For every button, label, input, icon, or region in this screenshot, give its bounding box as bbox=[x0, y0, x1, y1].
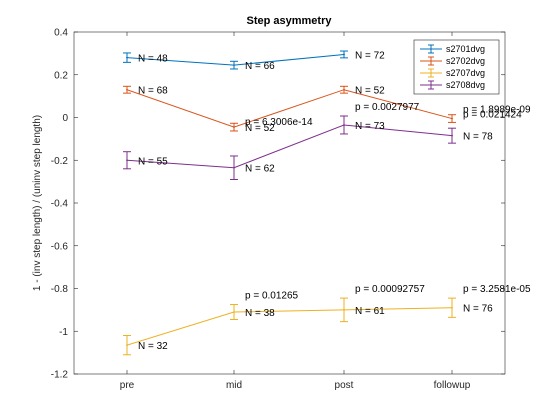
data-point bbox=[233, 64, 235, 67]
data-point bbox=[343, 53, 345, 56]
y-tick-label: -0.4 bbox=[51, 199, 69, 210]
series-s2707dvg bbox=[123, 297, 456, 356]
data-point bbox=[126, 159, 128, 162]
legend: s2701dvg s2702dvg s2707dvg s2708dvg bbox=[413, 39, 500, 95]
y-tick-label: 0 bbox=[62, 113, 68, 124]
p-label: p = 0.00092757 bbox=[355, 284, 425, 295]
legend-item: s2701dvg bbox=[420, 44, 485, 54]
n-label: N = 61 bbox=[355, 306, 385, 317]
n-label: N = 78 bbox=[463, 132, 493, 143]
y-tick-label: -0.2 bbox=[51, 156, 69, 167]
data-point bbox=[343, 88, 345, 91]
y-tick-label: -1.2 bbox=[51, 370, 69, 381]
series-s2702dvg bbox=[123, 85, 456, 132]
data-point bbox=[343, 124, 345, 126]
n-label: N = 55 bbox=[138, 156, 168, 167]
n-label: N = 76 bbox=[463, 304, 493, 315]
data-point bbox=[233, 311, 235, 313]
annotations-group: N = 48N = 66N = 72N = 68N = 52p = 6.3006… bbox=[138, 50, 531, 352]
x-axis: pre mid post followup bbox=[120, 32, 471, 391]
p-label: p = 0.0027977 bbox=[355, 102, 420, 113]
y-tick-label: -1 bbox=[59, 327, 68, 338]
series-s2708dvg bbox=[123, 115, 456, 180]
legend-item: s2707dvg bbox=[420, 68, 485, 78]
p-label: p = 6.3006e-14 bbox=[245, 117, 313, 128]
n-label: N = 52 bbox=[355, 86, 385, 97]
series-group bbox=[123, 50, 456, 356]
legend-label: s2707dvg bbox=[446, 68, 485, 78]
y-axis: -1.2 -1 -0.8 -0.6 -0.4 -0.2 0 0.2 0.4 bbox=[51, 28, 505, 381]
data-point bbox=[451, 117, 453, 120]
data-point bbox=[126, 344, 128, 347]
y-tick-label: 0.2 bbox=[54, 70, 68, 81]
n-label: N = 62 bbox=[245, 164, 275, 175]
series-s2701dvg bbox=[123, 50, 348, 70]
data-point bbox=[233, 166, 235, 169]
data-point bbox=[451, 134, 453, 137]
legend-label: s2708dvg bbox=[446, 80, 485, 90]
y-tick-label: 0.4 bbox=[54, 28, 68, 39]
y-axis-label: 1 - (inv step length) / (uninv step leng… bbox=[32, 115, 43, 291]
p-label: p = 0.021424 bbox=[463, 110, 522, 121]
y-tick-label: -0.8 bbox=[51, 284, 69, 295]
legend-item: s2702dvg bbox=[420, 56, 485, 66]
series-line bbox=[126, 89, 453, 128]
x-tick-label: mid bbox=[226, 380, 242, 391]
x-tick-label: post bbox=[335, 380, 354, 391]
legend-label: s2701dvg bbox=[446, 44, 485, 54]
y-tick-label: -0.6 bbox=[51, 241, 69, 252]
data-point bbox=[451, 306, 453, 309]
n-label: N = 38 bbox=[245, 308, 275, 319]
n-label: N = 66 bbox=[245, 61, 275, 72]
p-label: p = 3.2581e-05 bbox=[463, 284, 531, 295]
x-tick-label: pre bbox=[120, 380, 135, 391]
p-label: p = 0.01265 bbox=[245, 291, 299, 302]
p-label: p = 1.8989e-09 bbox=[463, 105, 531, 116]
n-label: N = 48 bbox=[138, 54, 168, 65]
data-point bbox=[343, 308, 345, 311]
chart-title: Step asymmetry bbox=[247, 15, 333, 27]
series-line bbox=[126, 307, 453, 346]
data-point bbox=[233, 126, 235, 129]
n-label: N = 52 bbox=[245, 123, 275, 134]
legend-label: s2702dvg bbox=[446, 56, 485, 66]
n-label: N = 32 bbox=[138, 341, 168, 352]
series-line bbox=[126, 124, 453, 169]
data-point bbox=[126, 88, 128, 91]
legend-item: s2708dvg bbox=[420, 80, 485, 90]
n-label: N = 72 bbox=[355, 50, 385, 61]
n-label: N = 73 bbox=[355, 121, 385, 132]
x-tick-label: followup bbox=[434, 380, 471, 391]
data-point bbox=[126, 56, 128, 59]
n-label: N = 68 bbox=[138, 86, 168, 97]
